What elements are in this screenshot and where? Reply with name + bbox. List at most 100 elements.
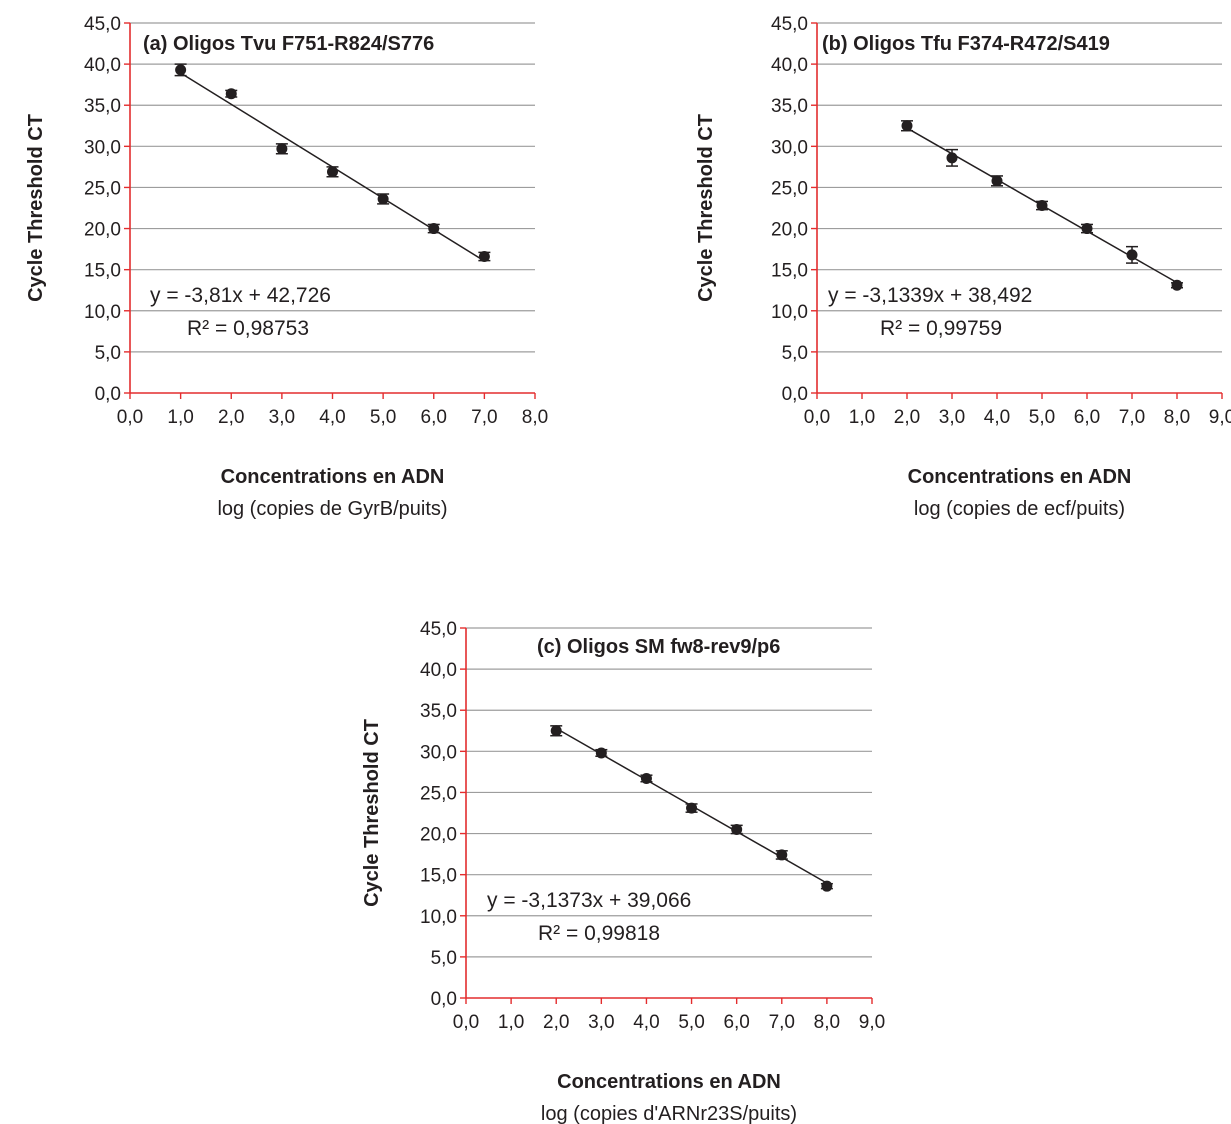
y-tick-label: 40,0 bbox=[771, 55, 808, 76]
r-squared: R² = 0,99759 bbox=[880, 317, 1002, 340]
data-point bbox=[175, 64, 187, 76]
chart-title: (a) Oligos Tvu F751-R824/S776 bbox=[143, 33, 434, 55]
data-point bbox=[550, 725, 562, 737]
data-point bbox=[731, 823, 743, 835]
x-axis-label: Concentrations en ADN bbox=[221, 466, 445, 488]
x-tick-label: 5,0 bbox=[678, 1012, 704, 1033]
r-squared: R² = 0,99818 bbox=[538, 922, 660, 945]
x-tick-label: 2,0 bbox=[543, 1012, 569, 1033]
y-tick-label: 35,0 bbox=[84, 96, 121, 117]
y-tick-label: 45,0 bbox=[420, 619, 457, 640]
x-axis-sublabel: log (copies de GyrB/puits) bbox=[217, 498, 447, 520]
data-point bbox=[946, 152, 958, 164]
y-tick-label: 30,0 bbox=[84, 137, 121, 158]
x-tick-label: 4,0 bbox=[984, 407, 1010, 428]
y-tick-label: 25,0 bbox=[84, 178, 121, 199]
y-tick-label: 35,0 bbox=[771, 96, 808, 117]
data-point bbox=[1036, 200, 1048, 212]
y-tick-label: 0,0 bbox=[782, 384, 808, 405]
chart-panel-a: 0,0 5,0 10,0 15,0 20,0 25,0 30,0 35,0 40,0 45,0 0,… bbox=[25, 14, 548, 520]
chart-panel-b: 0,0 5,0 10,0 15,0 20,0 25,0 30,0 35,0 40,0 45,0 0,… bbox=[695, 14, 1231, 520]
regression-equation: y = -3,1339x + 38,492 bbox=[828, 284, 1032, 307]
y-tick-label: 45,0 bbox=[771, 14, 808, 35]
data-point bbox=[1081, 223, 1093, 235]
regression-equation: y = -3,1373x + 39,066 bbox=[487, 889, 691, 912]
x-tick-label: 4,0 bbox=[633, 1012, 659, 1033]
data-point bbox=[225, 88, 237, 100]
data-point bbox=[377, 193, 389, 205]
x-axis-label: Concentrations en ADN bbox=[908, 466, 1132, 488]
x-tick-label: 5,0 bbox=[370, 407, 396, 428]
y-tick-label: 20,0 bbox=[771, 220, 808, 241]
y-tick-label: 25,0 bbox=[420, 783, 457, 804]
x-tick-label: 7,0 bbox=[1119, 407, 1145, 428]
x-tick-label: 8,0 bbox=[522, 407, 548, 428]
r-squared: R² = 0,98753 bbox=[187, 317, 309, 340]
x-tick-label: 3,0 bbox=[588, 1012, 614, 1033]
x-tick-label: 0,0 bbox=[804, 407, 830, 428]
y-axis-label: Cycle Threshold CT bbox=[695, 114, 717, 302]
x-tick-label: 6,0 bbox=[723, 1012, 749, 1033]
x-tick-label: 9,0 bbox=[859, 1012, 885, 1033]
x-tick-label: 2,0 bbox=[894, 407, 920, 428]
data-point bbox=[901, 120, 913, 132]
y-tick-label: 40,0 bbox=[84, 55, 121, 76]
y-tick-label: 20,0 bbox=[84, 220, 121, 241]
x-tick-label: 1,0 bbox=[849, 407, 875, 428]
x-tick-label: 3,0 bbox=[939, 407, 965, 428]
y-tick-label: 15,0 bbox=[420, 866, 457, 887]
y-tick-label: 45,0 bbox=[84, 14, 121, 35]
data-point bbox=[640, 772, 652, 784]
y-tick-label: 25,0 bbox=[771, 178, 808, 199]
y-tick-label: 30,0 bbox=[771, 137, 808, 158]
data-point bbox=[1171, 279, 1183, 291]
y-tick-label: 30,0 bbox=[420, 742, 457, 763]
x-axis-sublabel: log (copies de ecf/puits) bbox=[914, 498, 1125, 520]
x-tick-label: 5,0 bbox=[1029, 407, 1055, 428]
x-axis-label: Concentrations en ADN bbox=[557, 1071, 781, 1093]
x-tick-label: 1,0 bbox=[498, 1012, 524, 1033]
y-tick-label: 0,0 bbox=[95, 384, 121, 405]
data-point bbox=[821, 880, 833, 892]
x-tick-label: 6,0 bbox=[1074, 407, 1100, 428]
data-point bbox=[428, 223, 440, 235]
x-tick-label: 7,0 bbox=[769, 1012, 795, 1033]
x-tick-label: 0,0 bbox=[117, 407, 143, 428]
y-tick-label: 5,0 bbox=[95, 343, 121, 364]
data-point bbox=[1126, 249, 1138, 261]
data-point bbox=[991, 175, 1003, 187]
data-point bbox=[686, 802, 698, 814]
y-tick-label: 15,0 bbox=[771, 261, 808, 282]
x-tick-label: 6,0 bbox=[421, 407, 447, 428]
y-tick-label: 10,0 bbox=[771, 302, 808, 323]
y-tick-label: 10,0 bbox=[420, 907, 457, 928]
x-axis-sublabel: log (copies d'ARNr23S/puits) bbox=[541, 1103, 797, 1124]
x-tick-label: 9,0 bbox=[1209, 407, 1231, 428]
y-tick-label: 0,0 bbox=[431, 989, 457, 1010]
y-tick-label: 5,0 bbox=[431, 948, 457, 969]
x-tick-label: 8,0 bbox=[814, 1012, 840, 1033]
data-point bbox=[595, 747, 607, 759]
x-tick-label: 3,0 bbox=[269, 407, 295, 428]
x-tick-label: 8,0 bbox=[1164, 407, 1190, 428]
data-point bbox=[276, 143, 288, 155]
data-point bbox=[327, 166, 338, 178]
x-tick-label: 2,0 bbox=[218, 407, 244, 428]
y-tick-label: 5,0 bbox=[782, 343, 808, 364]
chart-title: (c) Oligos SM fw8-rev9/p6 bbox=[537, 636, 780, 658]
y-tick-label: 40,0 bbox=[420, 660, 457, 681]
x-tick-label: 7,0 bbox=[471, 407, 497, 428]
regression-equation: y = -3,81x + 42,726 bbox=[150, 284, 331, 307]
data-point bbox=[478, 251, 490, 263]
data-point bbox=[776, 849, 788, 861]
chart-title: (b) Oligos Tfu F374-R472/S419 bbox=[822, 33, 1110, 55]
x-tick-label: 1,0 bbox=[167, 407, 193, 428]
y-tick-label: 15,0 bbox=[84, 261, 121, 282]
y-tick-label: 35,0 bbox=[420, 701, 457, 722]
y-tick-label: 20,0 bbox=[420, 825, 457, 846]
y-tick-label: 10,0 bbox=[84, 302, 121, 323]
y-axis-label: Cycle Threshold CT bbox=[361, 719, 383, 907]
y-axis-label: Cycle Threshold CT bbox=[25, 114, 47, 302]
x-tick-label: 4,0 bbox=[319, 407, 345, 428]
